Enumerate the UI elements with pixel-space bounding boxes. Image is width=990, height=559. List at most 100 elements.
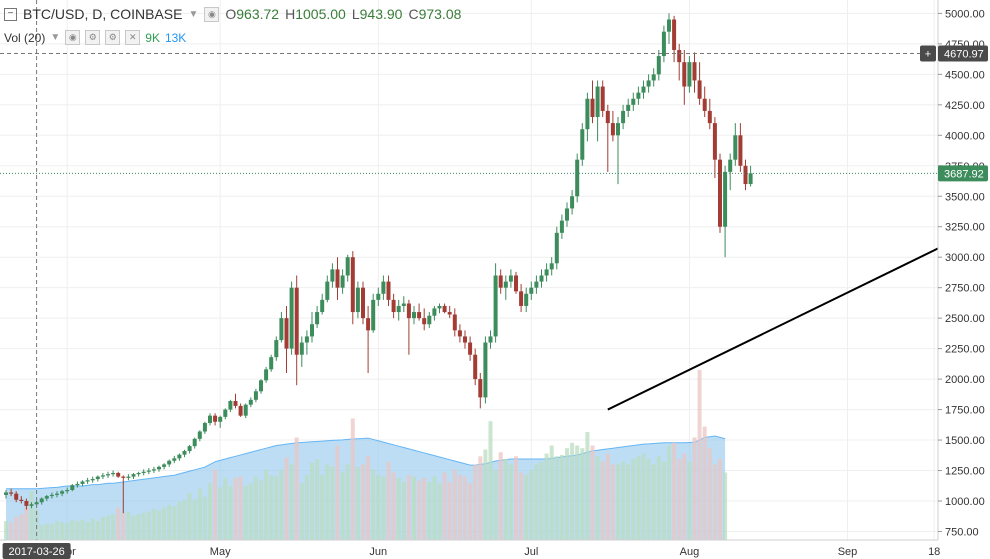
candle-body[interactable] (279, 318, 284, 341)
candle-body[interactable] (19, 499, 24, 501)
candle-body[interactable] (733, 135, 738, 160)
candle-body[interactable] (238, 405, 243, 416)
candle-body[interactable] (9, 492, 14, 494)
candle-body[interactable] (70, 485, 75, 491)
candle-body[interactable] (417, 312, 422, 319)
candle-body[interactable] (728, 159, 733, 172)
candle-body[interactable] (228, 401, 233, 410)
candle-body[interactable] (320, 299, 325, 313)
candle-body[interactable] (661, 31, 666, 57)
candle-body[interactable] (519, 291, 524, 306)
candle-body[interactable] (447, 312, 452, 315)
candle-body[interactable] (412, 312, 416, 319)
candle-body[interactable] (651, 74, 656, 81)
candle-body[interactable] (65, 490, 70, 492)
candle-body[interactable] (121, 476, 126, 478)
candle-body[interactable] (621, 110, 626, 124)
candle-body[interactable] (208, 415, 212, 423)
candle-body[interactable] (682, 62, 687, 87)
candle-body[interactable] (610, 123, 615, 136)
caret-down-icon[interactable]: ▼ (50, 32, 61, 43)
candle-body[interactable] (468, 342, 473, 355)
candle-body[interactable] (233, 401, 238, 406)
candle-body[interactable] (284, 318, 289, 349)
candle-body[interactable] (259, 380, 263, 392)
candle-body[interactable] (355, 287, 360, 313)
candle-body[interactable] (315, 312, 320, 325)
candle-body[interactable] (80, 481, 85, 484)
candle-body[interactable] (646, 80, 651, 87)
candle-body[interactable] (167, 460, 172, 465)
candle-body[interactable] (85, 480, 90, 482)
candle-body[interactable] (498, 275, 503, 288)
candle-body[interactable] (131, 474, 136, 477)
collapse-icon[interactable]: − (4, 7, 17, 21)
candle-body[interactable] (330, 269, 335, 282)
candle-body[interactable] (44, 496, 49, 499)
candle-body[interactable] (544, 269, 549, 276)
candle-body[interactable] (213, 415, 218, 422)
candle-body[interactable] (524, 293, 529, 306)
candle-body[interactable] (391, 299, 396, 313)
candle-body[interactable] (748, 173, 753, 185)
candle-body[interactable] (49, 494, 54, 497)
candle-body[interactable] (656, 56, 661, 75)
candle-body[interactable] (565, 208, 569, 221)
candle-body[interactable] (95, 476, 100, 480)
candle-body[interactable] (106, 474, 110, 476)
caret-down-icon[interactable]: ▼ (188, 8, 199, 20)
candle-body[interactable] (580, 129, 585, 160)
candle-body[interactable] (340, 275, 345, 288)
candle-body[interactable] (274, 340, 279, 358)
candle-body[interactable] (335, 269, 340, 288)
candle-body[interactable] (146, 470, 151, 472)
candle-body[interactable] (559, 220, 564, 233)
candle-body[interactable] (503, 281, 508, 288)
candle-body[interactable] (712, 123, 717, 160)
candle-body[interactable] (437, 305, 442, 309)
candle-body[interactable] (723, 171, 728, 227)
candle-body[interactable] (269, 357, 274, 370)
candle-body[interactable] (738, 135, 743, 166)
candle-body[interactable] (508, 275, 513, 282)
candle-body[interactable] (493, 275, 498, 337)
candle-body[interactable] (248, 399, 253, 405)
candle-body[interactable] (585, 98, 590, 130)
candle-body[interactable] (677, 49, 682, 63)
candle-body[interactable] (197, 431, 202, 439)
candle-body[interactable] (529, 287, 534, 294)
candle-body[interactable] (386, 281, 391, 300)
candle-body[interactable] (116, 472, 121, 477)
candle-body[interactable] (304, 336, 309, 343)
candle-body[interactable] (264, 369, 269, 381)
candle-body[interactable] (396, 305, 401, 313)
candle-body[interactable] (702, 98, 707, 111)
candle-body[interactable] (427, 315, 432, 325)
time-axis[interactable] (0, 540, 938, 559)
candle-body[interactable] (223, 409, 228, 417)
candle-body[interactable] (631, 98, 636, 105)
candle-body[interactable] (406, 303, 411, 319)
candle-body[interactable] (667, 19, 671, 32)
candle-body[interactable] (478, 379, 483, 398)
candle-body[interactable] (162, 464, 167, 467)
candle-body[interactable] (325, 281, 330, 300)
candle-body[interactable] (111, 472, 116, 475)
candle-body[interactable] (442, 305, 447, 313)
candle-body[interactable] (136, 472, 141, 475)
candle-body[interactable] (310, 324, 314, 337)
settings-icon[interactable]: ⚙ (85, 30, 101, 45)
candle-body[interactable] (151, 469, 156, 471)
candle-body[interactable] (253, 391, 258, 400)
candle-body[interactable] (381, 281, 386, 294)
candle-body[interactable] (707, 110, 712, 124)
close-icon[interactable]: ✕ (125, 30, 141, 45)
candle-body[interactable] (616, 123, 620, 136)
candle-body[interactable] (422, 318, 427, 325)
candle-body[interactable] (718, 159, 722, 227)
candle-body[interactable] (549, 263, 554, 270)
candle-body[interactable] (452, 314, 457, 331)
candle-body[interactable] (60, 491, 65, 494)
add-alert-button[interactable] (920, 45, 936, 62)
